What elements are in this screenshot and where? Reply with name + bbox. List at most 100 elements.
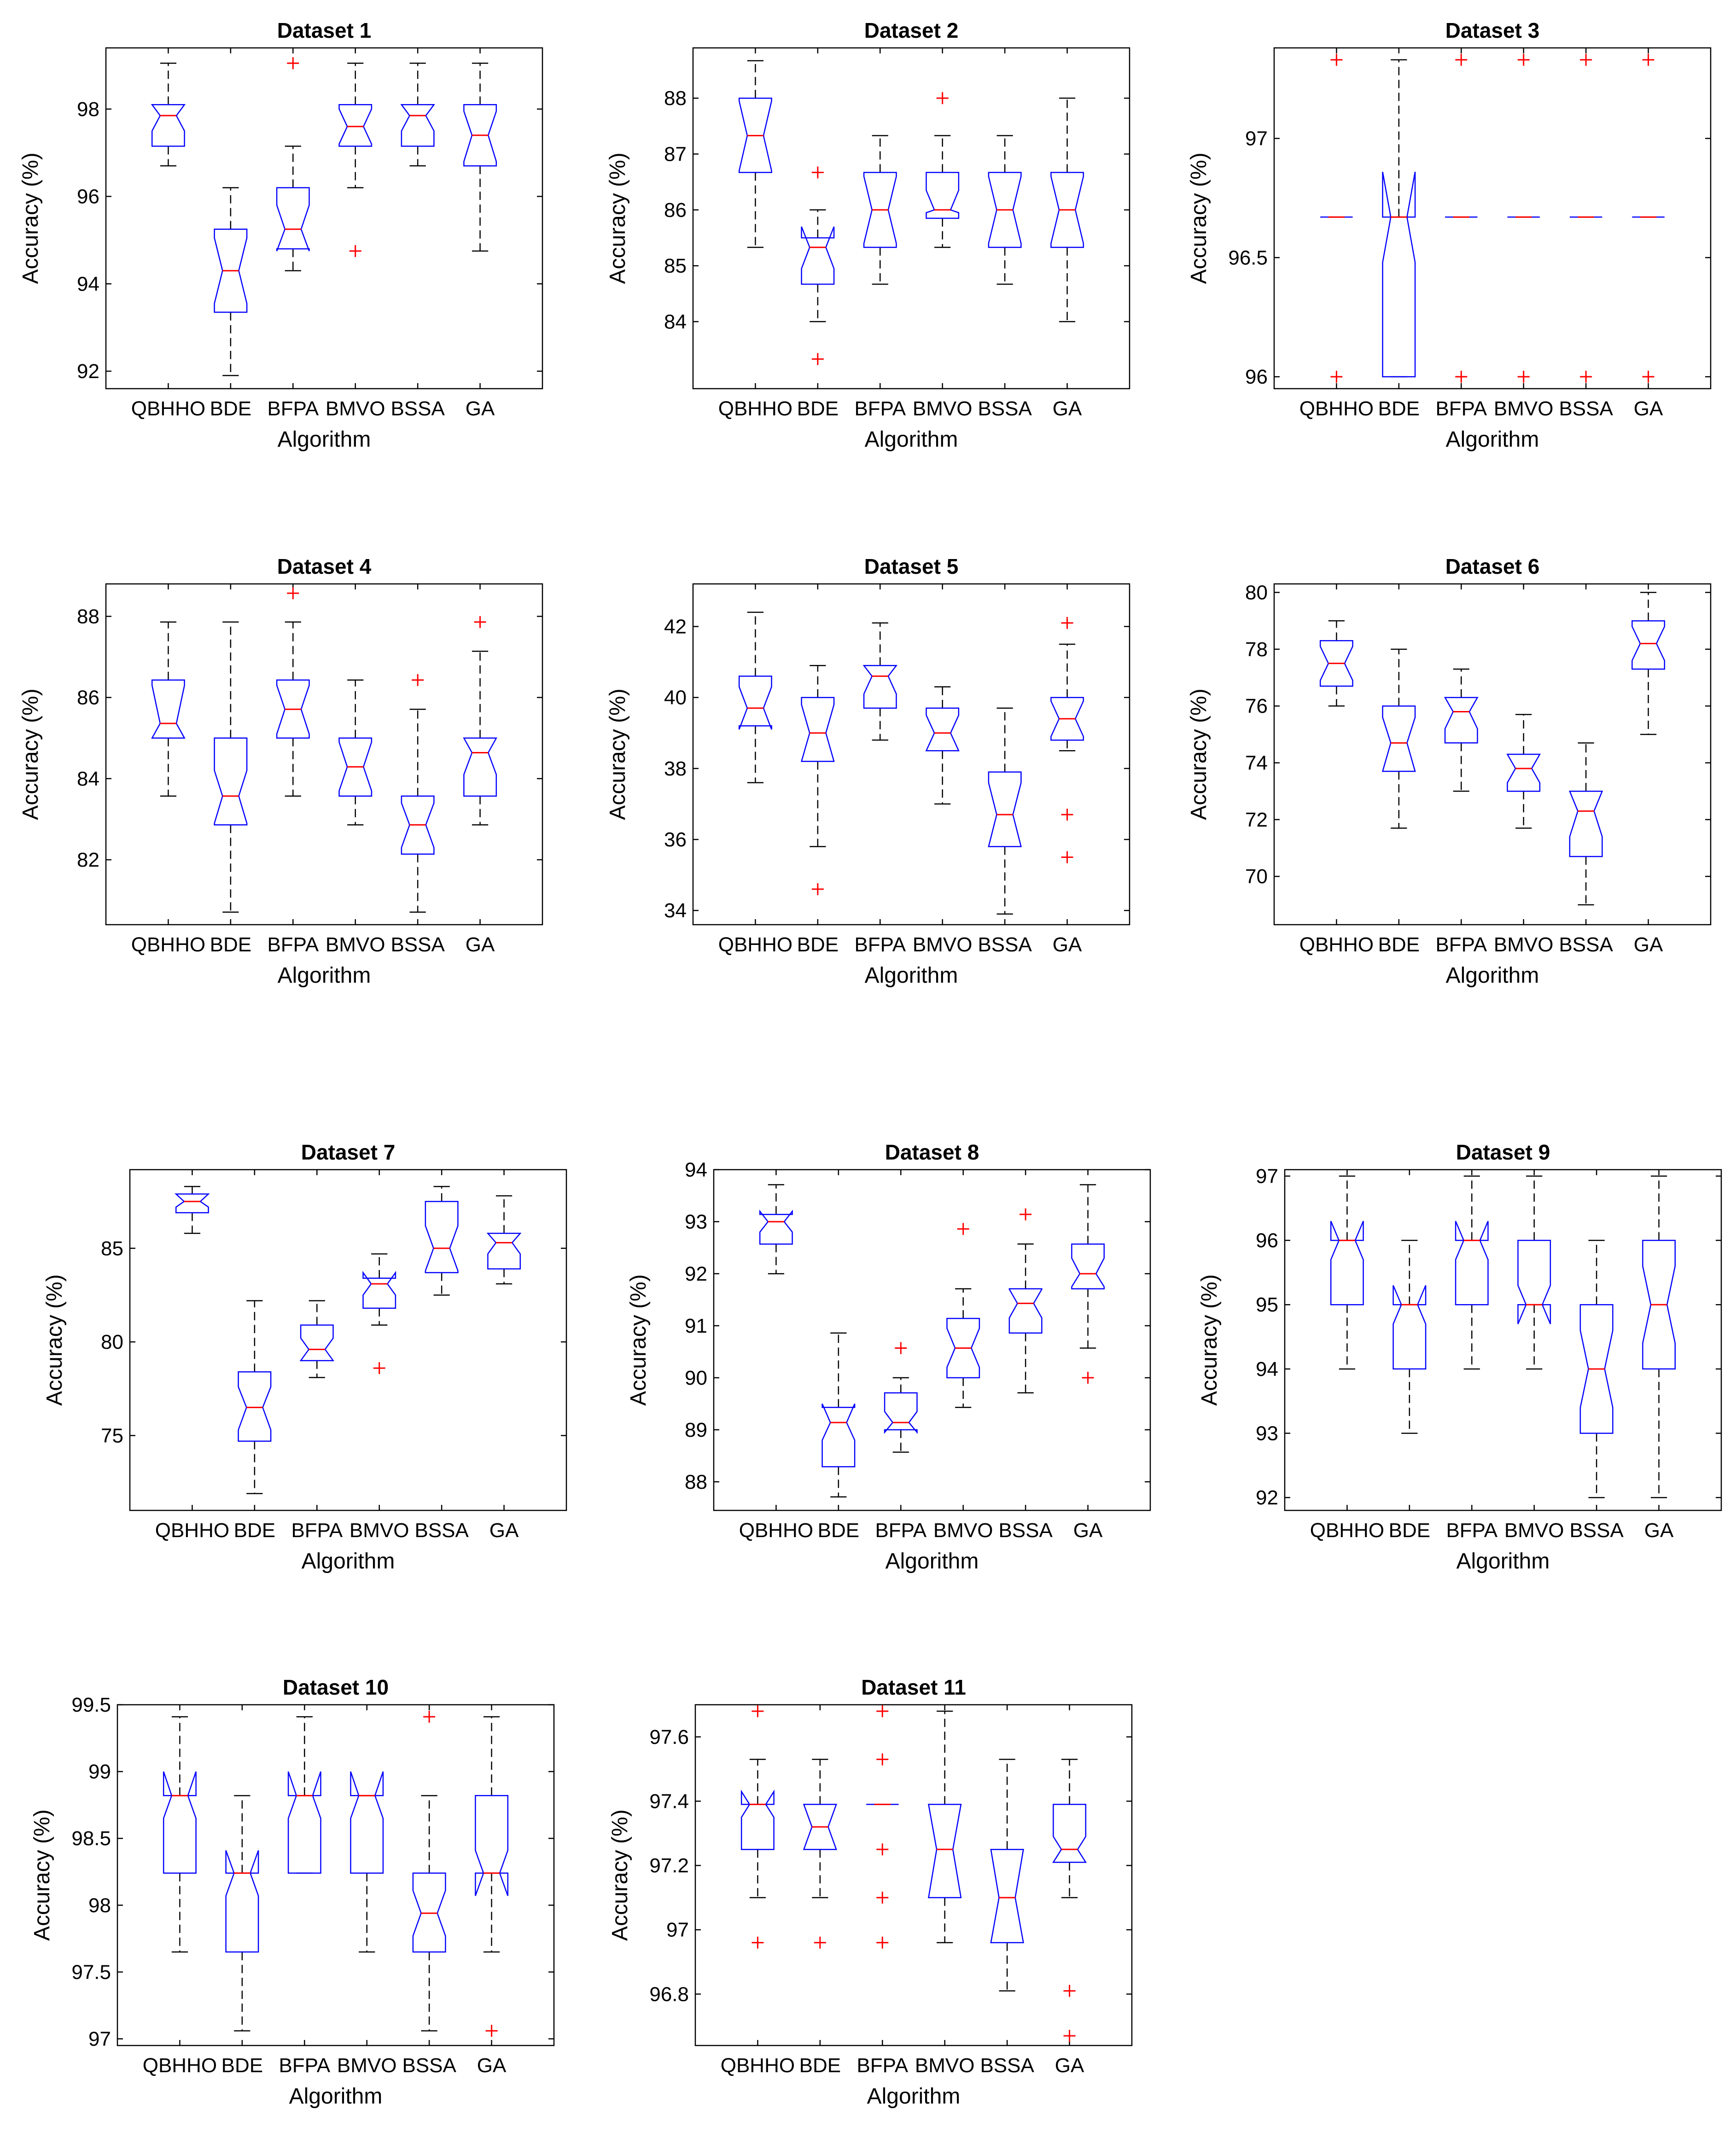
y-tick-label: 76 [1245,695,1268,717]
y-tick-label: 34 [664,899,687,922]
x-tick-label: QBHHO [143,2054,217,2077]
notched-box [1579,1304,1614,1434]
box-GA [475,1716,509,2037]
box-BMVO [1506,714,1541,829]
y-tick-label: 84 [77,768,99,790]
notched-box [401,795,435,855]
x-tick-label: BSSA [998,1519,1053,1542]
notched-box [1455,1221,1489,1305]
x-tick-label: BSSA [978,933,1032,956]
box-QBHHO [151,621,186,797]
notched-box [1008,1288,1043,1334]
x-tick-label: BSSA [414,1519,469,1542]
notched-box [400,104,435,147]
y-tick-label: 80 [101,1331,123,1353]
box-GA [1050,617,1084,863]
y-tick-label: 86 [664,199,687,221]
notched-box [276,679,310,739]
outlier-marker [1455,53,1468,66]
box-BMVO [926,92,960,248]
notched-box [238,1371,272,1442]
outlier-marker [1019,1208,1032,1221]
y-tick-label: 98.5 [71,1827,111,1850]
notched-box [1642,1240,1676,1370]
x-tick-label: QBHHO [721,2054,795,2077]
y-axis-label: Accuracy (%) [30,1809,54,1941]
notched-box [425,1201,459,1273]
outlier-marker [751,1936,764,1949]
box-BMVO [928,1710,962,1943]
y-tick-label: 97.2 [649,1854,689,1877]
box-BMVO [946,1223,980,1408]
notched-box [925,707,960,752]
notched-box [863,172,897,248]
y-tick-label: 75 [101,1424,123,1447]
x-tick-label: BSSA [978,397,1032,420]
box-BSSA [988,135,1022,285]
y-axis-label: Accuracy (%) [1187,152,1211,284]
axes-frame [692,47,1130,390]
y-axis-label: Accuracy (%) [626,1274,651,1405]
box-GA [1052,1759,1087,2042]
box-QBHHO [1320,53,1353,383]
box-BSSA [425,1186,459,1296]
x-axis-label: Algorithm [885,1549,979,1574]
y-axis-label: Accuracy (%) [606,688,630,820]
box-BFPA [1455,1175,1489,1370]
box-QBHHO [738,612,772,783]
outlier-marker [1330,371,1343,383]
x-tick-label: BDE [797,397,839,420]
x-tick-label: QBHHO [1299,397,1374,420]
y-tick-label: 96.8 [649,1983,689,2005]
box-BDE [801,166,835,365]
notched-box [990,1848,1024,1943]
outlier-marker [1455,371,1468,383]
box-BDE [1392,1240,1427,1434]
x-axis-label: Algorithm [302,1549,395,1574]
outlier-marker [1063,1985,1076,1997]
chart-title: Dataset 7 [301,1140,396,1164]
box-BSSA [412,1711,446,2032]
y-tick-label: 97.6 [649,1726,689,1748]
box-BFPA [299,1300,334,1378]
notched-box [463,737,497,797]
x-tick-label: QBHHO [1310,1519,1384,1542]
x-tick-label: BDE [799,2054,841,2077]
notched-box [800,697,835,762]
notched-box [1506,753,1541,792]
outlier-marker [1517,371,1530,383]
notched-box [1569,790,1603,857]
x-tick-label: BSSA [1559,933,1613,956]
notched-box [151,679,186,739]
box-BDE [238,1300,272,1494]
y-tick-label: 96 [1245,366,1268,388]
chart-title: Dataset 1 [277,18,372,42]
notched-box [1444,697,1479,744]
y-tick-label: 42 [664,616,687,638]
y-tick-label: 94 [1256,1358,1278,1381]
x-axis-label: Algorithm [1456,1549,1550,1574]
outlier-marker [1642,371,1654,383]
x-tick-label: QBHHO [739,1519,813,1542]
x-tick-label: BMVO [933,1519,993,1542]
boxplot-panel-7: Dataset 7 75 80 85 Accuracy (%) QBHHO BDE BFPA B… [42,1140,567,1574]
box-BMVO [1517,1175,1551,1370]
box-BMVO [1507,53,1540,383]
outlier-marker [1082,1371,1094,1384]
outlier-marker [814,1936,826,1949]
x-tick-label: BDE [234,1519,275,1542]
x-tick-label: BDE [1378,397,1420,420]
x-axis-label: Algorithm [865,427,958,452]
y-tick-label: 97.4 [649,1790,689,1812]
notched-box [287,1771,321,1874]
box-BSSA [990,1759,1024,1992]
x-tick-label: BFPA [1435,933,1487,956]
x-tick-label: QBHHO [155,1519,229,1542]
box-BMVO [338,679,373,826]
y-tick-label: 84 [664,310,687,333]
x-axis-label: Algorithm [865,963,958,988]
box-BDE [214,187,248,376]
y-tick-label: 98 [77,98,99,121]
x-tick-label: BSSA [1569,1519,1624,1542]
box-BDE [225,1795,259,2032]
